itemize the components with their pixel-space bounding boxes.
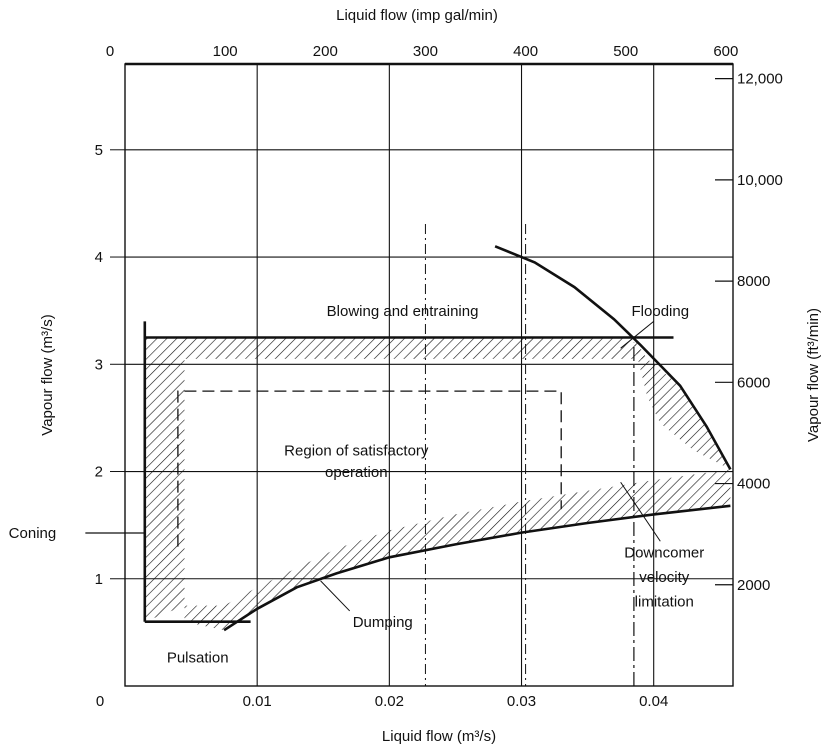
downcomer-leader [620,481,661,542]
annotation-label: Flooding [632,303,690,320]
annotation-label: operation [325,464,388,481]
annotation-label: Downcomer [624,544,704,561]
hatch-band-bottom [184,469,731,631]
y2-tick-label: 4000 [737,476,770,493]
x-axis-title: Liquid flow (m³/s) [382,728,496,745]
axis-labels: Liquid flow (m³/s) Liquid flow (imp gal/m… [39,7,822,745]
x-tick-label: 0.02 [375,693,404,710]
satisfactory-region [177,390,562,547]
annotation-label: Pulsation [167,649,229,666]
x-tick-label: 0.01 [243,693,272,710]
hatch-band-top [144,337,648,359]
y2-axis-title: Vapour flow (ft³/min) [805,308,822,442]
annotation-label: Dumping [353,614,413,631]
x-tick-label: 0 [96,693,104,710]
x2-tick-label: 100 [213,43,238,60]
series-lines [143,245,732,686]
annotation-label: Coning [9,525,57,542]
x2-tick-label: 600 [713,43,738,60]
x2-tick-label: 400 [513,43,538,60]
hatch-band-right [633,342,731,470]
y2-tick-label: 10,000 [737,172,783,189]
region-boundary [177,390,562,547]
series-line-1 [494,245,732,471]
y-axis-title: Vapour flow (m³/s) [39,314,56,435]
annotation-label: Blowing and entraining [327,303,479,320]
tick-labels: 0 0.01 0.02 0.03 0.04 1 2 3 4 5 0 100 200 300 400 500 60… [95,43,783,710]
y-tick-label: 4 [95,249,103,266]
dumping-leader [320,580,351,612]
grid-lines [125,64,733,686]
y2-tick-label: 12,000 [737,71,783,88]
x2-tick-label: 500 [613,43,638,60]
annotation-label: Region of satisfactory [284,442,429,459]
annotation-label: velocity [639,569,690,586]
y-tick-label: 2 [95,464,103,481]
series-line-2 [223,504,731,632]
y2-tick-label: 2000 [737,577,770,594]
x-tick-label: 0.03 [507,693,536,710]
x-tick-label: 0.04 [639,693,668,710]
plot-frame [124,62,734,687]
x2-tick-label: 0 [106,43,114,60]
y-tick-label: 1 [95,571,103,588]
x2-tick-label: 200 [313,43,338,60]
y2-tick-label: 6000 [737,374,770,391]
flooding-leader [620,320,655,349]
hatched-bands [144,337,731,631]
y2-tick-label: 8000 [737,273,770,290]
x2-axis-title: Liquid flow (imp gal/min) [336,7,498,24]
annotations: Blowing and entraining Flooding Region of … [9,303,705,666]
hatch-band-left [144,358,185,622]
y-tick-label: 5 [95,142,103,159]
annotation-label: limitation [635,594,694,611]
y-tick-label: 3 [95,356,103,373]
x2-tick-label: 300 [413,43,438,60]
